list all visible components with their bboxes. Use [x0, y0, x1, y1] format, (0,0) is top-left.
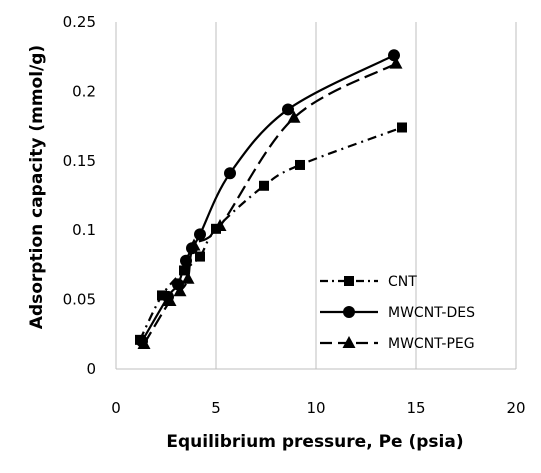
data-point-mwcnt-peg: [173, 284, 187, 297]
data-point-mwcnt-peg: [163, 293, 177, 306]
x-tick-label: 10: [306, 399, 325, 417]
legend-marker-mwcnt-peg: [342, 336, 356, 348]
data-point-mwcnt-des: [180, 254, 192, 267]
series-lines: [139, 54, 403, 345]
data-point-cnt: [295, 159, 305, 170]
legend-item-mwcnt-peg: MWCNT-PEG: [320, 336, 475, 352]
legend-marker-mwcnt-des: [343, 306, 355, 318]
axes: [115, 22, 516, 370]
data-point-mwcnt-peg: [389, 56, 403, 69]
data-point-mwcnt-des: [282, 103, 294, 116]
y-tick-label: 0.1: [72, 221, 96, 239]
x-tick-labels: 0 5 10 15 20: [111, 399, 525, 417]
legend-marker-mwcnt-peg: [342, 336, 356, 348]
legend-label-mwcnt-des: MWCNT-DES: [388, 305, 475, 321]
legend-item-cnt: CNT: [320, 274, 417, 290]
legend-label-cnt: CNT: [388, 274, 417, 290]
x-axis-title: Equilibrium pressure, Pe (psia): [166, 432, 463, 452]
data-point-cnt: [179, 265, 189, 276]
y-tick-label: 0.2: [72, 82, 96, 100]
data-point-mwcnt-des: [224, 167, 236, 180]
data-point-cnt: [195, 251, 205, 262]
legend-item-mwcnt-des: MWCNT-DES: [320, 305, 475, 321]
legend-marker-cnt: [344, 276, 354, 286]
x-tick-label: 20: [506, 399, 525, 417]
legend-label-mwcnt-peg: MWCNT-PEG: [388, 336, 475, 352]
y-axis-title: Adsorption capacity (mmol/g): [27, 45, 47, 329]
data-point-mwcnt-des: [194, 228, 206, 241]
legend-marker-mwcnt-des: [343, 306, 355, 318]
series-line-cnt: [139, 126, 403, 341]
data-point-mwcnt-peg: [287, 110, 301, 123]
data-point-mwcnt-peg: [213, 219, 227, 232]
y-tick-label: 0.05: [63, 291, 96, 309]
series-line-mwcnt-peg: [143, 62, 397, 345]
data-point-mwcnt-des: [388, 49, 400, 62]
x-tick-label: 5: [211, 399, 221, 417]
y-tick-label: 0: [86, 360, 96, 378]
data-point-cnt: [157, 290, 167, 301]
y-tick-labels: 0 0.05 0.1 0.15 0.2 0.25: [63, 13, 96, 378]
data-point-mwcnt-peg: [137, 337, 151, 350]
y-tick-label: 0.25: [63, 13, 96, 31]
data-point-cnt: [397, 122, 407, 133]
data-point-mwcnt-peg: [187, 238, 201, 251]
series-markers: [135, 49, 407, 350]
legend: CNT MWCNT-DES MWCNT-PEG: [320, 274, 475, 352]
x-tick-label: 0: [111, 399, 121, 417]
grid-lines: [215, 22, 517, 369]
series-line-mwcnt-des: [141, 54, 395, 342]
data-point-mwcnt-peg: [181, 271, 195, 284]
legend-marker-cnt: [344, 276, 354, 286]
data-point-cnt: [259, 180, 269, 191]
y-tick-label: 0.15: [63, 152, 96, 170]
x-tick-label: 15: [406, 399, 425, 417]
